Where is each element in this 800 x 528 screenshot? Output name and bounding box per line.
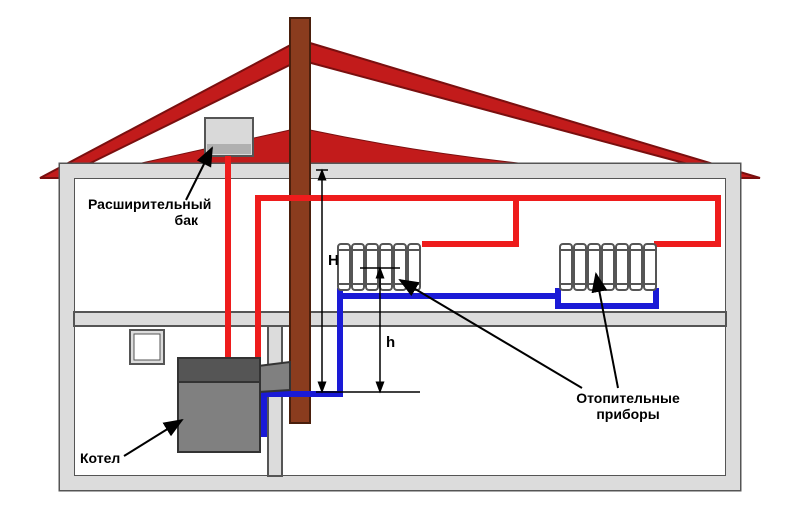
expansion-tank-text: Расширительныйбак [88, 196, 211, 228]
boiler-label: Котел [80, 450, 120, 466]
chimney [290, 18, 310, 423]
h-text: h [386, 334, 395, 351]
roof [40, 40, 760, 178]
H-text: H [328, 252, 339, 269]
radiator-1 [338, 244, 420, 290]
boiler-text: Котел [80, 450, 120, 466]
radiator-2 [560, 244, 656, 290]
diagram-svg [0, 0, 800, 523]
expansion-tank [205, 118, 253, 156]
radiators-text: Отопительныеприборы [576, 390, 680, 422]
height-H-label: H [328, 252, 339, 269]
height-h-label: h [386, 334, 395, 351]
radiators-label: Отопительныеприборы [558, 390, 698, 422]
heating-system-diagram: Расширительныйбак Котел Отопительныеприб… [0, 0, 800, 523]
expansion-tank-label: Расширительныйбак [88, 196, 198, 228]
